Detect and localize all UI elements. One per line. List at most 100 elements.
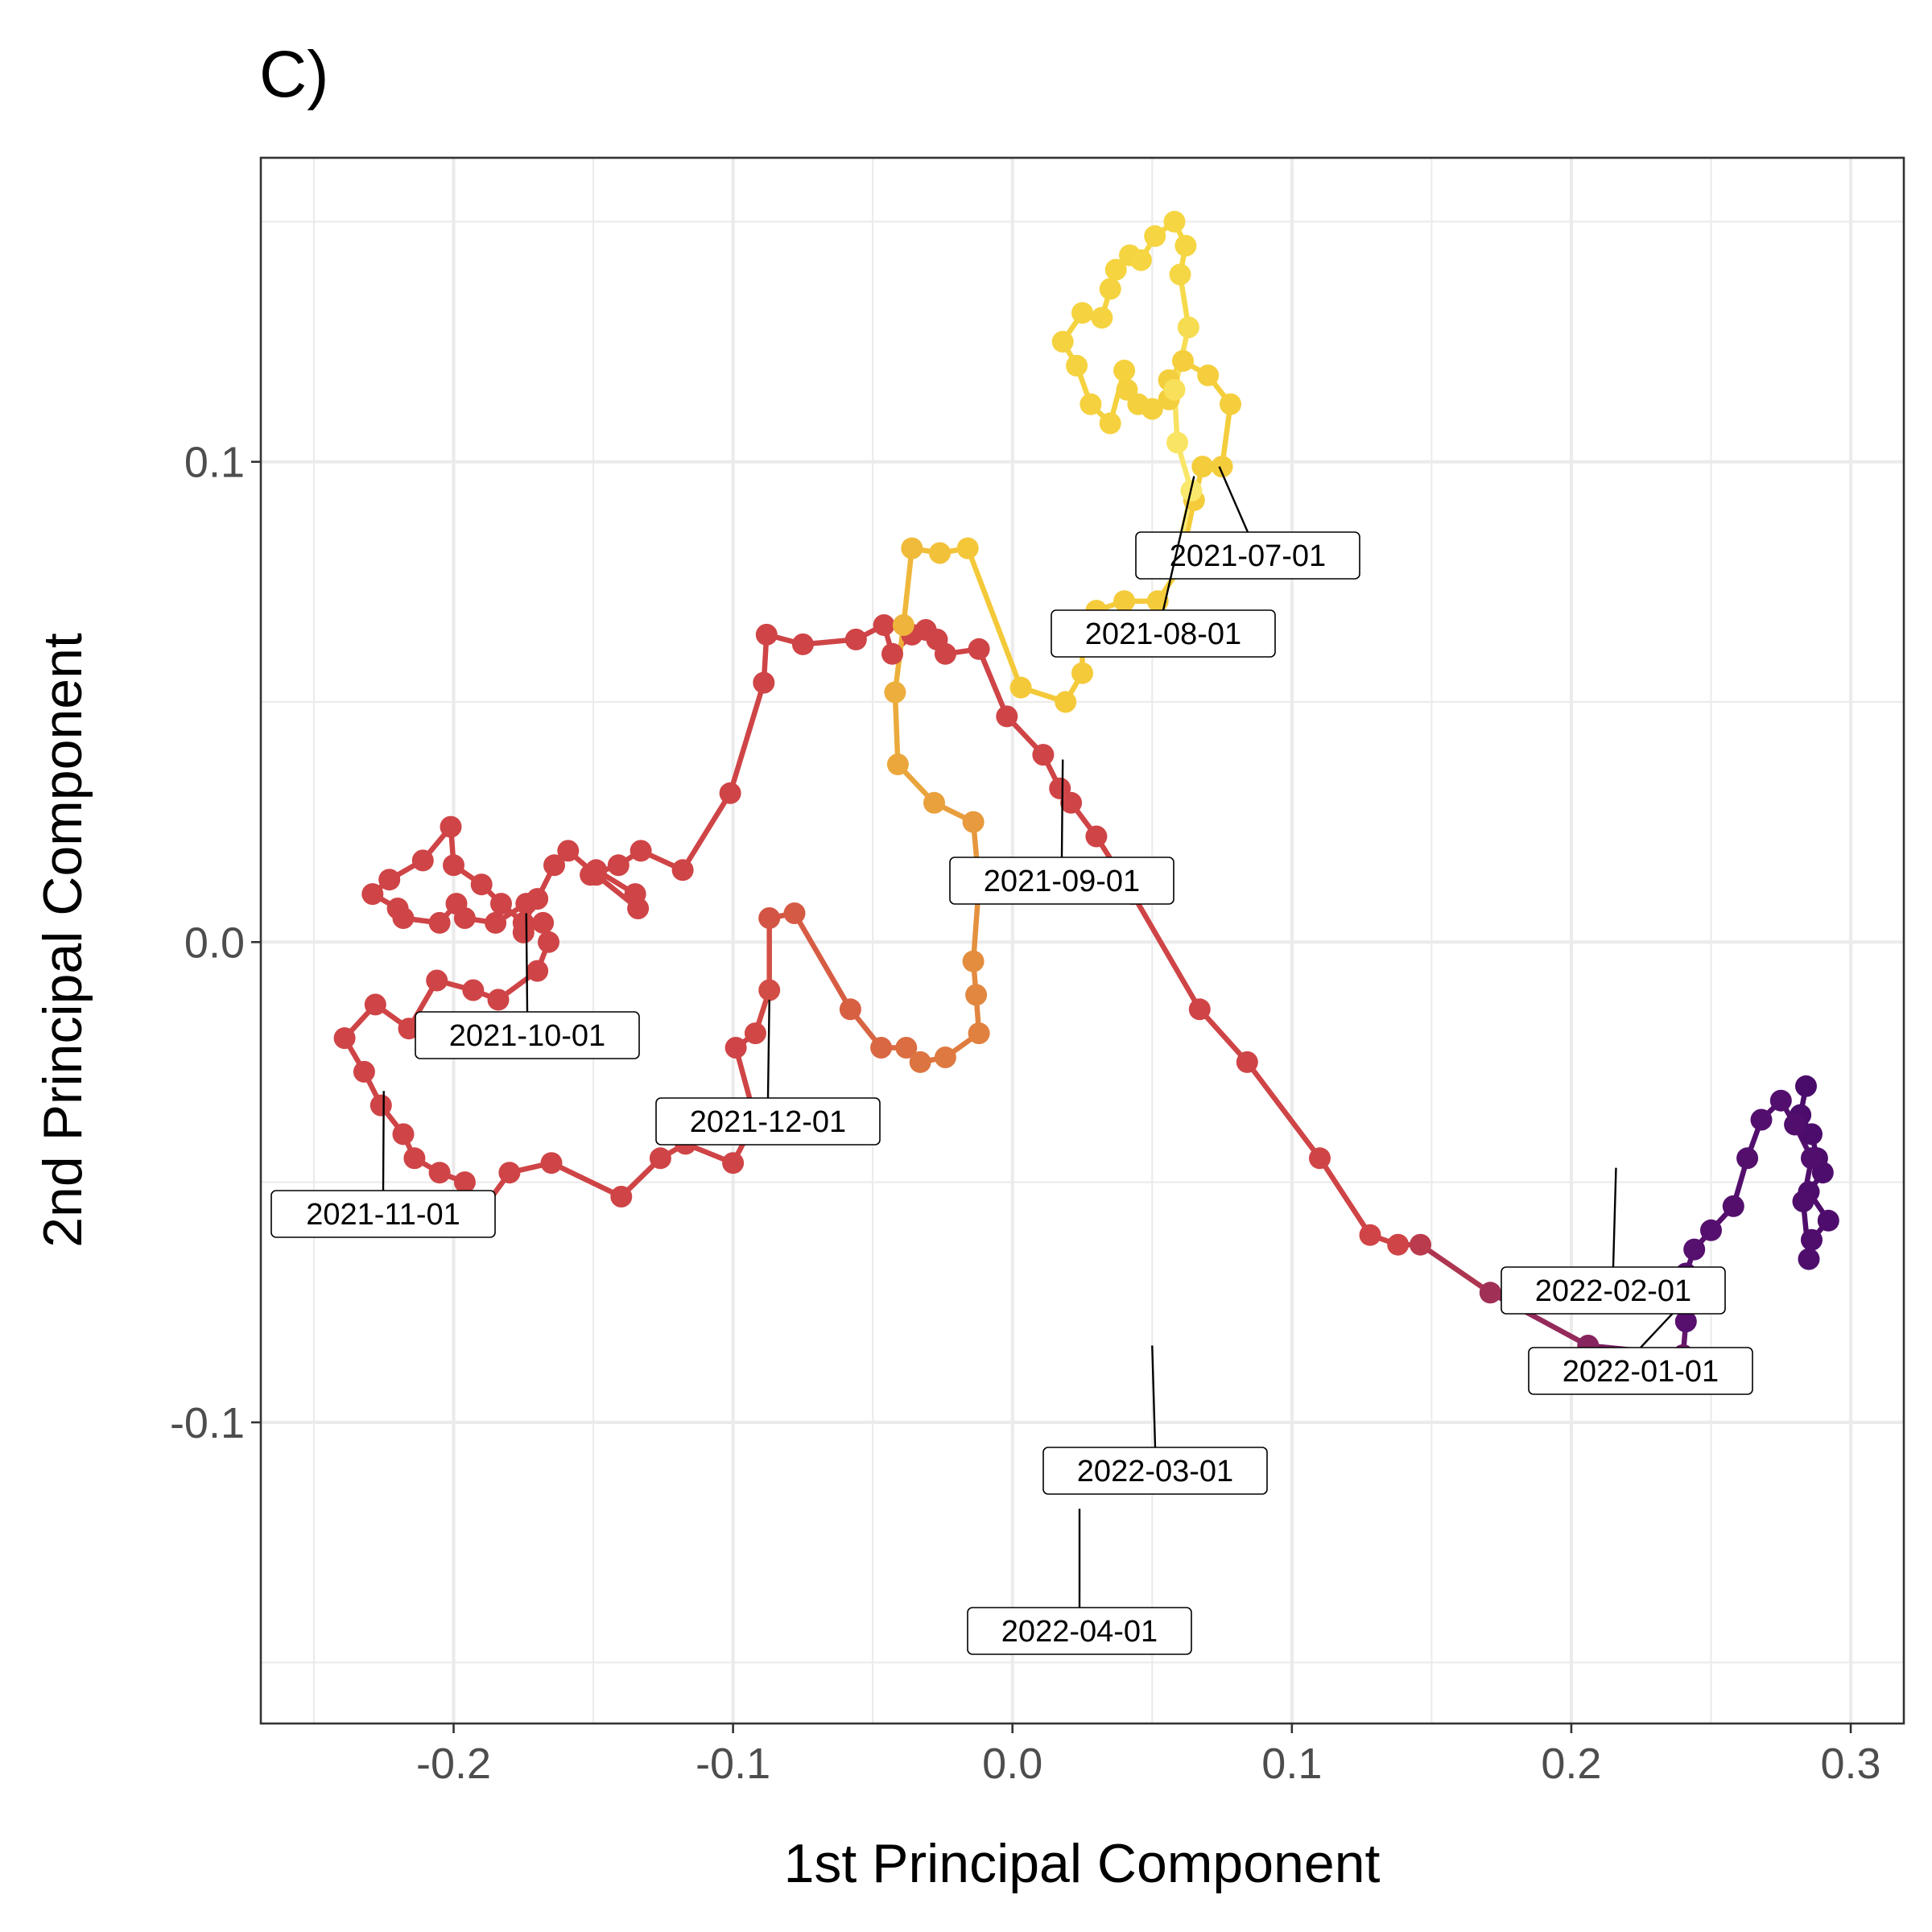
date-annotations: 2021-07-01 2021-08-01 2021-09-01 2021-10-01…: [270, 466, 1753, 1655]
trajectory-point: [929, 542, 951, 564]
trajectory-point: [1032, 744, 1055, 766]
trajectory-point: [901, 537, 923, 559]
x-tick-label: -0.1: [696, 1740, 770, 1788]
trajectory-point: [1700, 1219, 1722, 1241]
trajectory-point: [392, 907, 415, 929]
trajectory-point: [1817, 1209, 1839, 1232]
trajectory-point: [724, 1037, 747, 1059]
trajectory-point: [909, 1051, 931, 1073]
trajectory-point: [462, 979, 485, 1001]
trajectory-point: [557, 840, 580, 862]
trajectory-point: [538, 931, 559, 953]
trajectory-point: [895, 1037, 918, 1059]
axis-ticks: -0.2 -0.1 0.0 0.1 0.2 0.3 -0.1 0.0 0.1: [170, 439, 1881, 1788]
trajectory-point: [1099, 412, 1121, 435]
label-leader-line: [1218, 466, 1249, 533]
trajectory-point: [607, 854, 630, 877]
trajectory-point: [1479, 1282, 1501, 1304]
trajectory-point: [968, 638, 990, 660]
x-tick-label: 0.2: [1541, 1740, 1601, 1788]
trajectory-point: [1801, 1147, 1823, 1170]
label-leader-line: [1162, 476, 1195, 611]
trajectory-point: [1736, 1147, 1759, 1170]
trajectory-point: [996, 705, 1018, 728]
label-text: 2021-07-01: [1170, 539, 1326, 573]
trajectory-point: [585, 864, 607, 886]
trajectory-point: [630, 840, 652, 862]
trajectory-segment: [1317, 1155, 1373, 1238]
trajectory-point: [1163, 378, 1186, 401]
trajectory-point: [526, 960, 549, 982]
trajectory-point: [753, 671, 775, 694]
trajectory-point: [1387, 1233, 1410, 1256]
date-label: 2021-08-01: [1051, 476, 1276, 658]
trajectory-point: [649, 1147, 671, 1170]
date-label: 2021-09-01: [949, 759, 1174, 905]
label-box: [1042, 1447, 1268, 1495]
label-text: 2021-12-01: [690, 1105, 846, 1139]
trajectory-point: [1177, 316, 1199, 339]
label-leader-line: [382, 1091, 385, 1191]
trajectory-point: [744, 1022, 766, 1045]
trajectory-point: [1801, 1228, 1823, 1251]
date-label: 2022-01-01: [1528, 1301, 1753, 1395]
trajectory-point: [1113, 359, 1136, 382]
label-leader-line: [1151, 1345, 1157, 1448]
date-label: 2021-12-01: [655, 999, 881, 1146]
label-leader-line: [1060, 759, 1064, 858]
trajectory-point: [1410, 1233, 1431, 1256]
trajectory-points: [333, 210, 1839, 1366]
trajectory-point: [1769, 1089, 1792, 1112]
trajectory-point: [671, 859, 694, 881]
trajectory-point: [453, 907, 476, 929]
date-label: 2021-07-01: [1135, 466, 1360, 580]
trajectory-point: [1085, 825, 1108, 848]
trajectory-point: [791, 633, 814, 655]
label-box: [1528, 1347, 1753, 1395]
trajectory-point: [333, 1027, 356, 1050]
label-leader-line: [766, 999, 770, 1099]
trajectory-segment: [901, 545, 915, 628]
trajectory-point: [1066, 354, 1088, 377]
trajectory-point: [487, 989, 510, 1011]
plot-tag: C): [259, 38, 329, 111]
trajectory-point: [1163, 210, 1186, 233]
y-tick-label: 0.0: [184, 919, 245, 967]
x-tick-label: 0.3: [1821, 1740, 1881, 1788]
trajectory-segment: [1418, 1241, 1493, 1296]
trajectory-point: [1169, 263, 1191, 286]
trajectory-point: [515, 893, 538, 915]
trajectory-point: [610, 1186, 633, 1208]
label-text: 2021-09-01: [984, 865, 1140, 898]
trajectory-point: [1080, 393, 1102, 415]
label-text: 2022-04-01: [1001, 1615, 1158, 1649]
label-leader-line: [1612, 1167, 1617, 1268]
label-text: 2021-08-01: [1085, 617, 1241, 651]
trajectory-point: [532, 911, 555, 934]
trajectory-point: [1798, 1248, 1820, 1270]
trajectory-point: [1172, 349, 1194, 372]
trajectory-point: [361, 883, 384, 906]
trajectory-point: [934, 1046, 956, 1068]
trajectory-point: [962, 811, 985, 833]
trajectory-point: [839, 998, 861, 1021]
trajectory-segment: [727, 679, 767, 796]
trajectory-point: [1104, 258, 1127, 281]
trajectory-point: [892, 614, 914, 636]
label-box: [270, 1190, 496, 1238]
trajectory-point: [398, 1018, 420, 1040]
trajectory-point: [722, 1152, 745, 1174]
trajectory-point: [783, 902, 806, 924]
trajectory-segment: [976, 646, 1010, 720]
trajectory-segment: [679, 791, 733, 873]
x-tick-label: -0.2: [416, 1740, 491, 1788]
trajectory-point: [411, 849, 434, 872]
label-box: [967, 1607, 1192, 1655]
trajectory-point: [1071, 662, 1093, 684]
trajectory-point: [470, 873, 493, 896]
trajectory-point: [719, 782, 741, 804]
trajectory-point: [923, 791, 945, 814]
label-box: [415, 1011, 640, 1059]
label-text: 2021-10-01: [449, 1019, 605, 1053]
trajectory-point: [1784, 1113, 1806, 1136]
